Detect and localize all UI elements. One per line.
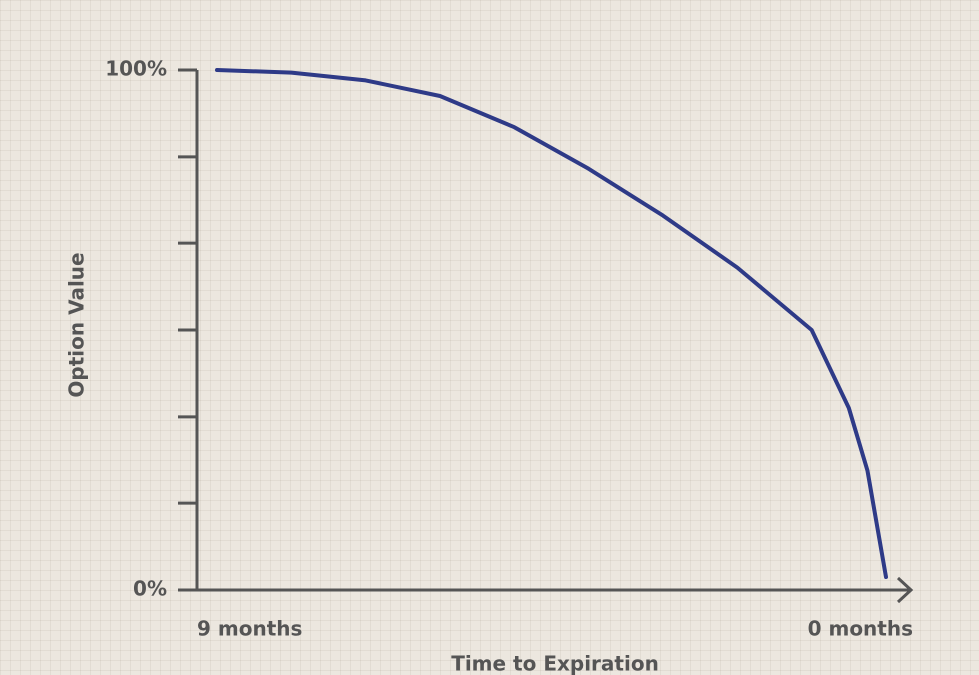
y-tick-label: 100% (105, 57, 167, 81)
x-tick-label: 0 months (808, 617, 913, 641)
x-axis-title: Time to Expiration (451, 652, 659, 675)
curve (215, 68, 888, 579)
x-axis-arrow (896, 576, 914, 604)
y-tick-label: 0% (133, 577, 167, 601)
y-axis-title: Option Value (65, 252, 89, 397)
x-tick-label: 9 months (197, 617, 302, 641)
